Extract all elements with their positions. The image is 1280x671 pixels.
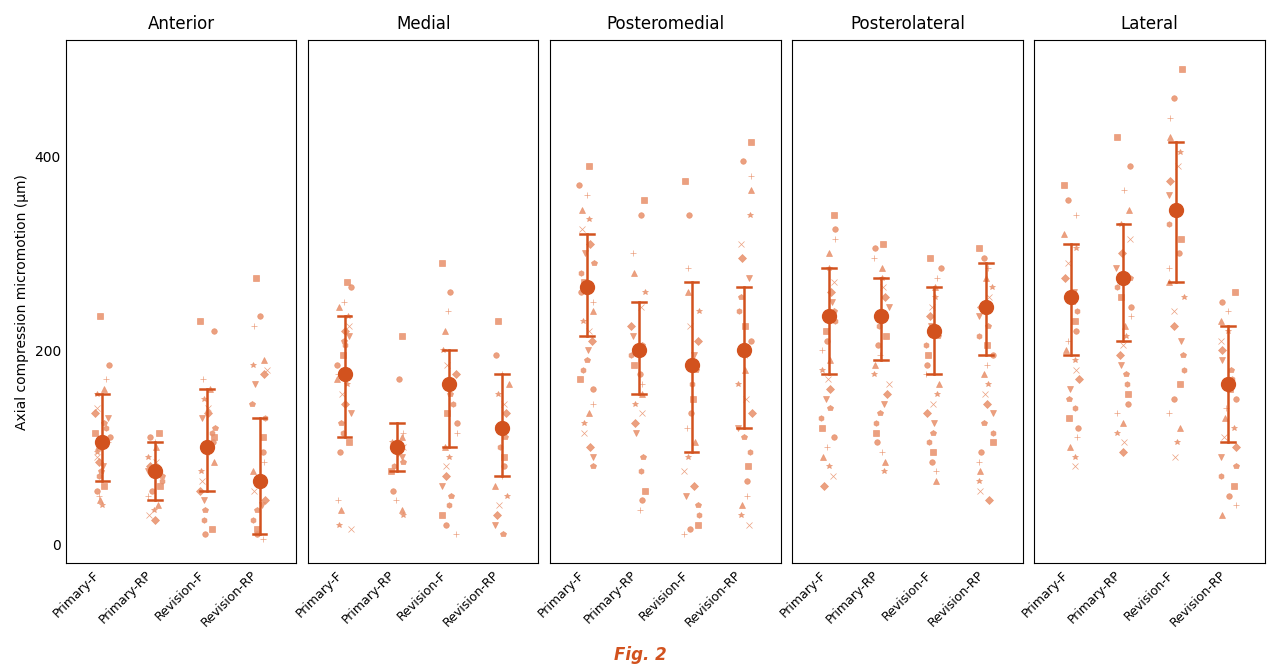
Title: Medial: Medial	[396, 15, 451, 33]
Title: Anterior: Anterior	[147, 15, 215, 33]
Text: Fig. 2: Fig. 2	[613, 646, 667, 664]
Title: Posterolateral: Posterolateral	[850, 15, 965, 33]
Y-axis label: Axial compression micromotion (μm): Axial compression micromotion (μm)	[15, 174, 29, 429]
Title: Lateral: Lateral	[1121, 15, 1179, 33]
Title: Posteromedial: Posteromedial	[607, 15, 724, 33]
